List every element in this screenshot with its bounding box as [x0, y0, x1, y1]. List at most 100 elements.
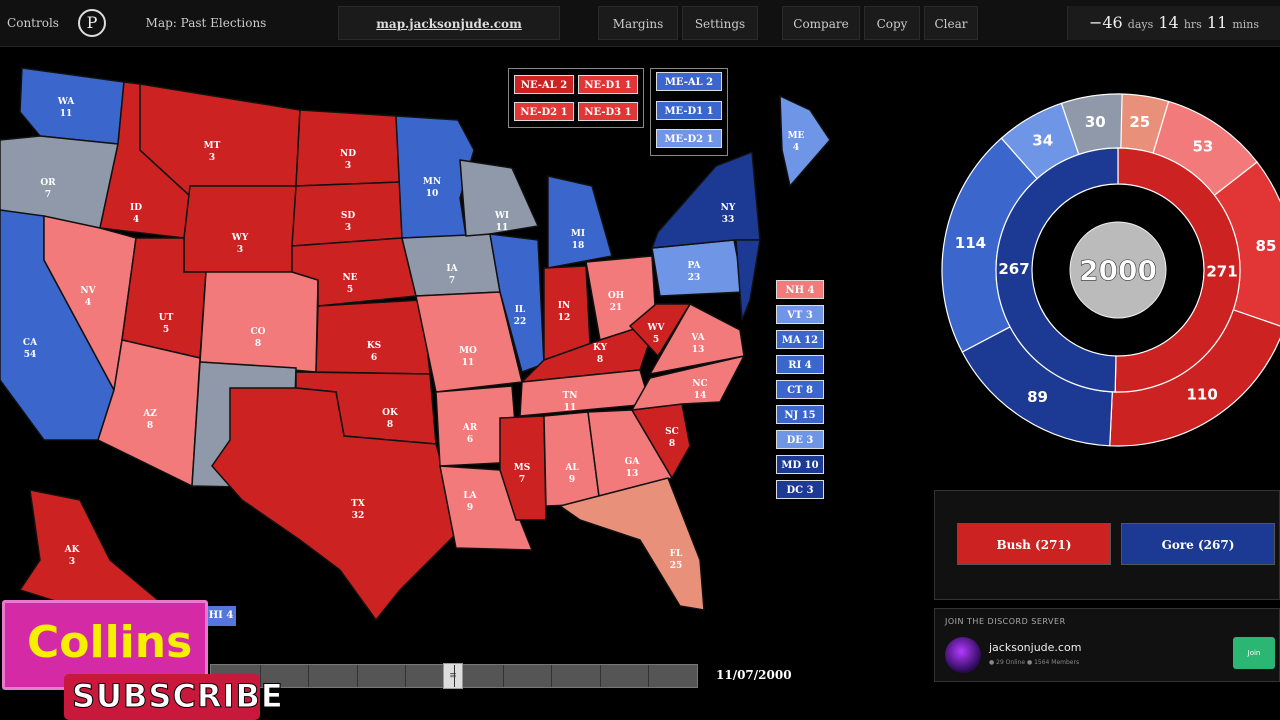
donut-outer-label: 114: [955, 234, 986, 252]
state-sd[interactable]: SD 3: [291, 181, 403, 247]
state-shape[interactable]: [97, 339, 201, 488]
state-abbr-label: TX: [351, 499, 365, 509]
hawaii-label: HI 4: [208, 610, 234, 621]
state-shape[interactable]: [779, 94, 831, 188]
state-shape[interactable]: [648, 303, 745, 376]
state-shape[interactable]: [183, 185, 297, 273]
state-shape[interactable]: [18, 489, 173, 613]
state-nd[interactable]: ND 3: [295, 109, 401, 187]
state-shape[interactable]: [439, 465, 534, 551]
countdown-days: −46: [1088, 13, 1123, 32]
discord-title: JOIN THE DISCORD SERVER: [945, 617, 1066, 626]
timeline-tick: [454, 665, 455, 687]
district-box-me-al[interactable]: ME-AL 2: [656, 72, 722, 91]
state-shape[interactable]: [211, 387, 461, 622]
state-ev-label: 6: [371, 353, 377, 363]
countdown-hrs-unit: hrs: [1183, 18, 1202, 31]
state-ia[interactable]: IA 7: [401, 233, 501, 297]
state-wa[interactable]: WA 11: [19, 67, 125, 145]
small-state-box-dc[interactable]: DC 3: [776, 480, 824, 499]
discord-join-button[interactable]: Join: [1233, 637, 1275, 669]
hawaii-state[interactable]: HI 4: [206, 606, 236, 626]
small-state-box-vt[interactable]: VT 3: [776, 305, 824, 324]
donut-outer-label: 30: [1085, 113, 1106, 131]
state-shape[interactable]: [459, 159, 540, 237]
state-shape[interactable]: [199, 271, 319, 373]
state-fl[interactable]: FL 25: [558, 477, 705, 611]
state-abbr-label: FL: [670, 549, 683, 559]
site-url[interactable]: map.jacksonjude.com: [376, 17, 522, 31]
site-logo[interactable]: P: [78, 9, 106, 37]
small-state-box-nj[interactable]: NJ 15: [776, 405, 824, 424]
state-abbr-label: GA: [625, 457, 641, 467]
site-url-link[interactable]: map.jacksonjude.com: [338, 6, 560, 40]
state-pa[interactable]: PA 23: [651, 239, 745, 297]
state-ev-label: 22: [514, 317, 527, 327]
timeline-tick: [308, 665, 310, 687]
state-ms[interactable]: MS 7: [499, 415, 547, 521]
state-me[interactable]: ME 4: [779, 94, 831, 188]
clear-button[interactable]: Clear: [924, 6, 978, 40]
state-ks[interactable]: KS 6: [315, 299, 431, 375]
state-il[interactable]: IL 22: [489, 233, 545, 373]
state-ak[interactable]: AK 3: [18, 489, 173, 613]
state-la[interactable]: LA 9: [439, 465, 534, 551]
compare-button[interactable]: Compare: [782, 6, 860, 40]
gore-candidate-button[interactable]: Gore (267): [1121, 523, 1275, 565]
small-state-box-md[interactable]: MD 10: [776, 455, 824, 474]
state-ny[interactable]: NY 33: [650, 150, 761, 249]
state-shape[interactable]: [295, 109, 401, 187]
state-abbr-label: ID: [130, 203, 142, 213]
state-mi[interactable]: MI 18: [547, 175, 613, 269]
map-selector[interactable]: Map: Past Elections: [145, 16, 267, 30]
state-wv[interactable]: WV 5: [628, 303, 692, 358]
state-shape[interactable]: [630, 354, 746, 411]
state-ev-label: 4: [793, 143, 799, 153]
state-co[interactable]: CO 8: [199, 271, 319, 373]
donut-outer-label: 25: [1129, 113, 1150, 131]
state-ev-label: 7: [449, 276, 455, 286]
state-shape[interactable]: [558, 477, 705, 611]
district-box-me-d2[interactable]: ME-D2 1: [656, 129, 722, 148]
district-box-ne-al[interactable]: NE-AL 2: [514, 75, 574, 94]
state-ev-label: 14: [694, 391, 707, 401]
state-shape[interactable]: [650, 150, 761, 249]
state-shape[interactable]: [499, 415, 547, 521]
state-va[interactable]: VA 13: [648, 303, 745, 376]
state-ev-label: 10: [426, 189, 439, 199]
state-shape[interactable]: [489, 233, 545, 373]
state-nc[interactable]: NC 14: [630, 354, 746, 411]
state-tx[interactable]: TX 32: [211, 387, 461, 622]
new-england-region[interactable]: [735, 239, 761, 321]
election-timeline-slider[interactable]: ≡: [210, 663, 698, 689]
state-shape[interactable]: [628, 303, 692, 358]
state-ev-label: 5: [347, 285, 353, 295]
state-shape[interactable]: [547, 175, 613, 269]
copy-button[interactable]: Copy: [864, 6, 920, 40]
margins-button[interactable]: Margins: [598, 6, 678, 40]
bush-candidate-button[interactable]: Bush (271): [957, 523, 1111, 565]
district-box-ne-d3[interactable]: NE-D3 1: [578, 102, 638, 121]
donut-outer-label: 89: [1027, 388, 1048, 406]
district-box-ne-d2[interactable]: NE-D2 1: [514, 102, 574, 121]
small-state-box-ma[interactable]: MA 12: [776, 330, 824, 349]
small-state-box-ct[interactable]: CT 8: [776, 380, 824, 399]
small-state-box-ri[interactable]: RI 4: [776, 355, 824, 374]
state-shape[interactable]: [735, 239, 761, 321]
state-az[interactable]: AZ 8: [97, 339, 201, 488]
timeline-tick: [648, 665, 650, 687]
discord-member-counts: ● 29 Online ● 1564 Members: [989, 659, 1080, 666]
state-wy[interactable]: WY 3: [183, 185, 297, 273]
settings-button[interactable]: Settings: [682, 6, 758, 40]
state-ev-label: 8: [597, 355, 603, 365]
small-state-box-nh[interactable]: NH 4: [776, 280, 824, 299]
controls-button[interactable]: Controls: [7, 16, 59, 30]
district-box-me-d1[interactable]: ME-D1 1: [656, 101, 722, 120]
state-abbr-label: SC: [665, 427, 679, 437]
state-abbr-label: WA: [57, 97, 76, 107]
timeline-slider-handle[interactable]: ≡: [443, 663, 463, 689]
small-state-box-de[interactable]: DE 3: [776, 430, 824, 449]
district-box-ne-d1[interactable]: NE-D1 1: [578, 75, 638, 94]
state-wi[interactable]: WI 11: [459, 159, 540, 237]
state-ev-label: 7: [45, 190, 51, 200]
